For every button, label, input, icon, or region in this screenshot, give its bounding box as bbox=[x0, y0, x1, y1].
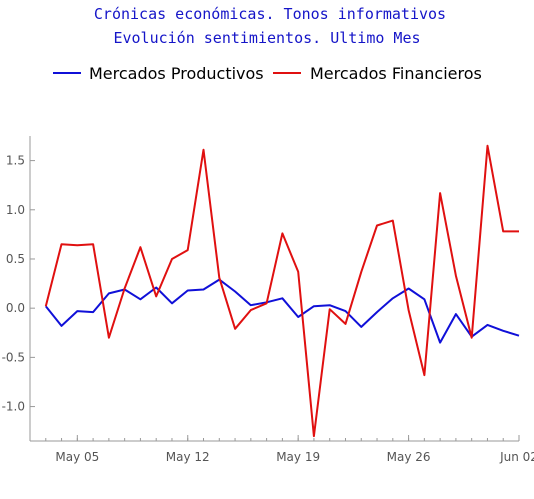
y-tick-label: -0.5 bbox=[2, 350, 25, 364]
legend-label-mercados-financieros: Mercados Financieros bbox=[310, 64, 482, 83]
x-ticks: May 05 May 12 May 19 May 26 Jun 02 bbox=[29, 435, 534, 464]
y-tick-label: 1.5 bbox=[6, 154, 25, 168]
x-tick-label: May 26 bbox=[387, 450, 431, 464]
y-tick-label: -1.0 bbox=[2, 400, 25, 414]
x-tick-label: May 12 bbox=[166, 450, 210, 464]
y-tick-label: 0.0 bbox=[6, 301, 25, 315]
chart-title-line-2: Evolución sentimientos. Ultimo Mes bbox=[113, 29, 420, 47]
series-line-mercados-financieros bbox=[44, 144, 519, 438]
y-tick-label: 0.5 bbox=[6, 252, 25, 266]
y-ticks: -1.0 -0.5 0.0 0.5 1.0 1.5 bbox=[2, 154, 35, 414]
legend: Mercados Productivos Mercados Financiero… bbox=[53, 64, 482, 83]
y-tick-label: 1.0 bbox=[6, 203, 25, 217]
axes bbox=[29, 136, 519, 442]
chart-title: Crónicas económicas. Tonos informativos … bbox=[94, 5, 446, 47]
chart-title-line-1: Crónicas económicas. Tonos informativos bbox=[94, 5, 446, 23]
legend-label-mercados-productivos: Mercados Productivos bbox=[89, 64, 264, 83]
x-tick-label: Jun 02 bbox=[499, 450, 534, 464]
x-tick-label: May 05 bbox=[55, 450, 99, 464]
x-tick-label: May 19 bbox=[276, 450, 320, 464]
series-layer bbox=[44, 144, 520, 438]
